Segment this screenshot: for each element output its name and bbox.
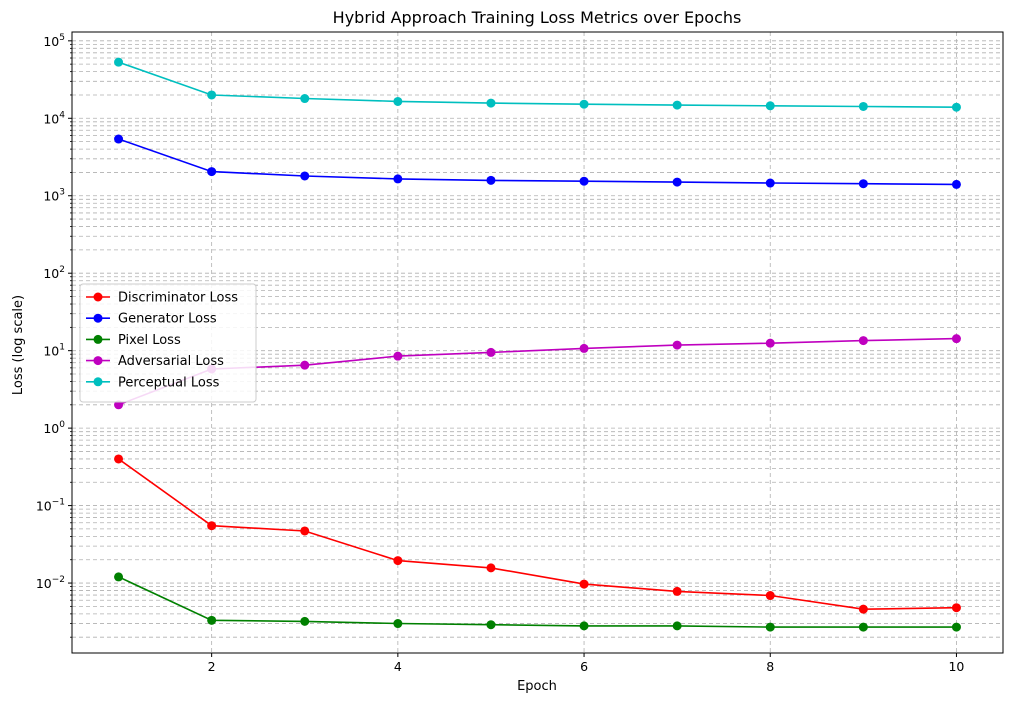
pixel-loss-point (951, 622, 961, 632)
adversarial-loss-point (114, 400, 124, 410)
adversarial-loss-line (118, 337, 957, 406)
x-axis-label: Epoch (517, 679, 557, 694)
adversarial-loss-point (486, 347, 496, 357)
discriminator-loss-point (393, 556, 403, 566)
generator-loss-point (765, 178, 775, 188)
perceptual-loss-line (118, 61, 957, 108)
discriminator-loss-line (118, 458, 957, 611)
pixel-loss-point (858, 622, 868, 632)
x-tick-label: 10 (948, 659, 964, 674)
perceptual-loss-legend-marker (93, 377, 103, 387)
perceptual-loss-point (672, 100, 682, 110)
legend-label: Generator Loss (118, 312, 217, 327)
discriminator-loss-point (579, 579, 589, 589)
generator-loss-point (579, 176, 589, 186)
perceptual-loss-point (765, 101, 775, 111)
adversarial-loss-point (579, 343, 589, 353)
pixel-loss-point (579, 621, 589, 631)
pixel-loss-point (765, 622, 775, 632)
adversarial-loss-point (765, 338, 775, 348)
y-tick-label: 100 (43, 420, 65, 436)
adversarial-loss-point (300, 360, 310, 370)
adversarial-loss-point (951, 334, 961, 344)
pixel-loss-line (118, 576, 957, 628)
legend-box (79, 283, 257, 403)
discriminator-loss-point (765, 591, 775, 601)
pixel-loss-point (207, 615, 217, 625)
generator-loss-line (118, 138, 957, 186)
adversarial-loss-point (858, 336, 868, 346)
perceptual-loss-point (300, 94, 310, 104)
adversarial-loss-legend-marker (93, 356, 103, 366)
y-tick-label: 101 (43, 343, 65, 359)
y-tick-label: 105 (43, 33, 65, 49)
adversarial-loss-point (393, 351, 403, 361)
series-layer (114, 57, 961, 632)
pixel-loss-legend-marker (93, 334, 103, 344)
x-tick-label: 8 (766, 659, 774, 674)
adversarial-loss-point (672, 340, 682, 350)
pixel-loss-point (393, 619, 403, 629)
legend: Discriminator Loss Generator Loss Pixel Lo… (79, 283, 257, 403)
perceptual-loss-point (114, 57, 124, 67)
discriminator-loss-point (114, 454, 124, 464)
y-tick-label: 104 (43, 110, 65, 126)
y-axis-ticks: 10−2 10−1 100 101 102 103 104 105 (36, 33, 72, 638)
pixel-loss-point (300, 616, 310, 626)
generator-loss-point (858, 179, 868, 189)
pixel-loss-point (672, 621, 682, 631)
discriminator-loss-legend-marker (93, 292, 103, 302)
y-tick-label: 102 (43, 265, 65, 281)
discriminator-loss-point (207, 521, 217, 531)
legend-label: Perceptual Loss (118, 375, 220, 390)
generator-loss-point (486, 175, 496, 185)
perceptual-loss-point (393, 96, 403, 106)
perceptual-loss-point (951, 102, 961, 112)
legend-label: Discriminator Loss (118, 291, 238, 306)
plot-frame (71, 31, 1004, 654)
pixel-loss-point (114, 572, 124, 582)
generator-loss-point (114, 134, 124, 144)
generator-loss-point (393, 174, 403, 184)
discriminator-loss-point (951, 603, 961, 613)
perceptual-loss-point (486, 98, 496, 108)
perceptual-loss-point (858, 101, 868, 111)
perceptual-loss-point (579, 99, 589, 109)
discriminator-loss-point (486, 563, 496, 573)
y-tick-label: 10−2 (36, 575, 65, 591)
perceptual-loss-point (207, 90, 217, 100)
discriminator-loss-point (858, 604, 868, 614)
y-axis-label: Loss (log scale) (11, 295, 26, 395)
generator-loss-point (300, 171, 310, 181)
pixel-loss-point (486, 620, 496, 630)
x-tick-label: 2 (208, 659, 216, 674)
legend-label: Pixel Loss (118, 333, 181, 348)
chart-title: Hybrid Approach Training Loss Metrics ov… (333, 8, 742, 27)
x-tick-label: 6 (580, 659, 588, 674)
generator-loss-point (207, 167, 217, 177)
x-axis-ticks: 2 4 6 8 10 (208, 653, 964, 674)
generator-loss-point (951, 179, 961, 189)
legend-label: Adversarial Loss (118, 354, 224, 369)
discriminator-loss-point (672, 586, 682, 596)
y-tick-label: 103 (43, 188, 65, 204)
x-tick-label: 4 (394, 659, 402, 674)
y-tick-label: 10−1 (36, 498, 65, 514)
generator-loss-point (672, 177, 682, 187)
generator-loss-legend-marker (93, 313, 103, 323)
discriminator-loss-point (300, 526, 310, 536)
